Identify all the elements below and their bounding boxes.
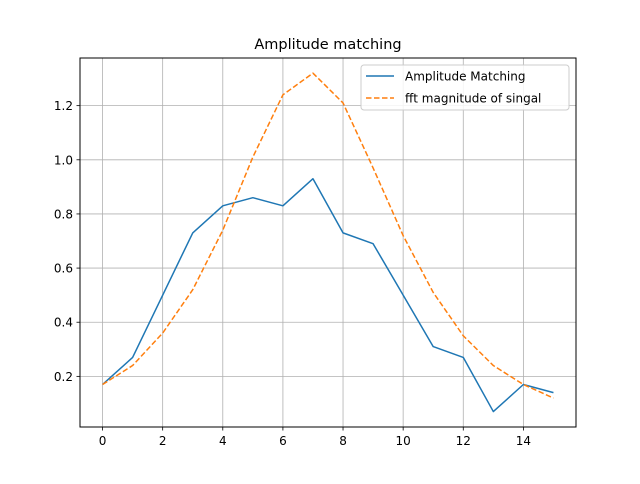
y-tick-label: 0.8 [54, 207, 73, 221]
series-line-1 [102, 177, 554, 413]
axis-ticks: 0 2 4 6 8 10 12 14 0.2 0.4 0.6 0.8 1.0 1.2 [54, 99, 531, 448]
x-tick-label: 6 [279, 434, 287, 448]
y-tick-label: 0.6 [54, 262, 73, 276]
y-tick-label: 0.2 [54, 370, 73, 384]
series-lines [102, 72, 554, 413]
x-tick-label: 10 [396, 434, 411, 448]
x-tick-label: 8 [339, 434, 347, 448]
y-tick-label: 1.0 [54, 153, 73, 167]
x-tick-label: 2 [159, 434, 167, 448]
y-tick-label: 1.2 [54, 99, 73, 113]
legend: Amplitude Matching fft magnitude of singa… [360, 64, 570, 111]
legend-box [360, 64, 570, 111]
legend-label-1: Amplitude Matching [405, 70, 525, 84]
x-tick-label: 12 [456, 434, 471, 448]
grid [80, 58, 576, 427]
x-tick-label: 0 [99, 434, 107, 448]
y-tick-label: 0.4 [54, 316, 73, 330]
x-tick-label: 4 [219, 434, 227, 448]
chart-title: Amplitude matching [254, 37, 401, 53]
axes-frame [79, 57, 577, 428]
series-line-2 [102, 72, 554, 399]
x-tick-label: 14 [516, 434, 531, 448]
legend-label-2: fft magnitude of singal [405, 92, 541, 106]
